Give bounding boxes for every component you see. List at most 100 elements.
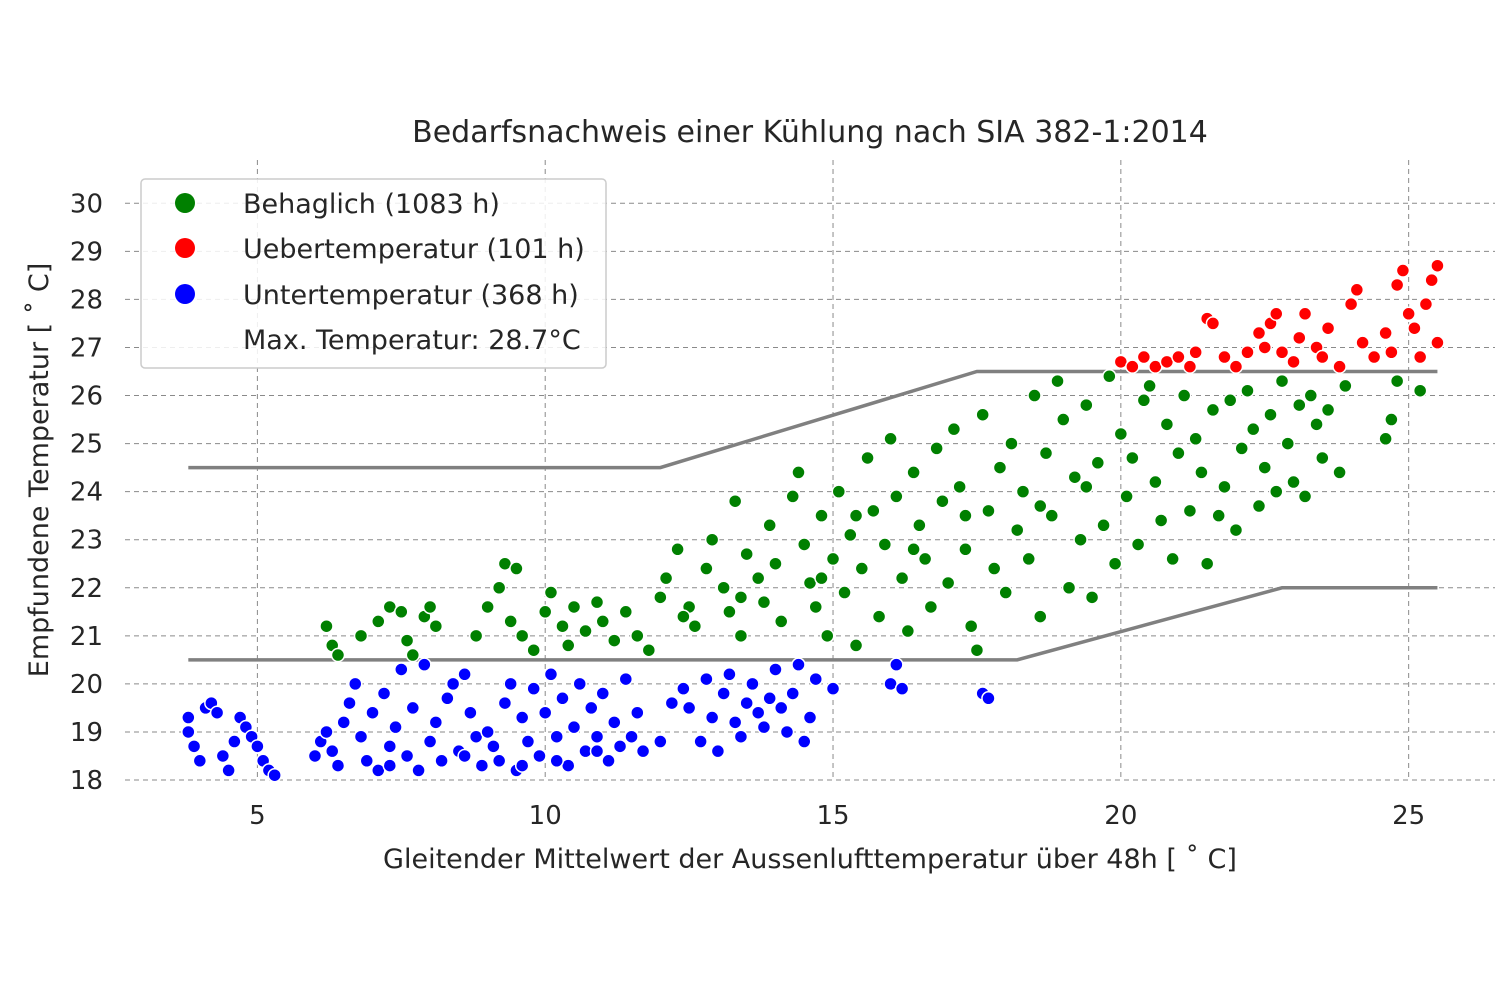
point-untertemperatur-19 <box>319 724 334 740</box>
point-behaglich-84 <box>986 561 1002 576</box>
point-behaglich-106 <box>1113 426 1129 442</box>
point-untertemperatur-97 <box>796 734 812 749</box>
point-behaglich-45 <box>756 594 772 610</box>
point-untertemperatur-74 <box>635 743 651 759</box>
point-behaglich-70 <box>906 465 921 480</box>
point-behaglich-90 <box>1021 551 1036 567</box>
point-untertemperatur-69 <box>607 715 622 730</box>
point-untertemperatur-49 <box>491 753 507 769</box>
point-behaglich-46 <box>762 518 777 533</box>
point-behaglich-76 <box>940 575 956 591</box>
point-untertemperatur-35 <box>411 763 426 778</box>
point-untertemperatur-34 <box>405 700 421 716</box>
data-points <box>181 258 1445 783</box>
point-untertemperatur-80 <box>699 671 714 687</box>
point-untertemperatur-107 <box>549 753 564 769</box>
point-uebertemperatur-34 <box>1407 320 1422 336</box>
point-uebertemperatur-26 <box>1349 282 1365 298</box>
point-behaglich-139 <box>1303 388 1319 403</box>
point-behaglich-49 <box>785 489 800 504</box>
point-behaglich-99 <box>1073 532 1088 547</box>
point-uebertemperatur-31 <box>1389 277 1405 293</box>
point-untertemperatur-66 <box>589 729 605 744</box>
point-behaglich-89 <box>1015 484 1031 499</box>
point-behaglich-58 <box>837 585 852 600</box>
legend: Behaglich (1083 h) Uebertemperatur (101 … <box>140 178 607 369</box>
point-behaglich-42 <box>733 628 749 644</box>
point-untertemperatur-79 <box>693 734 708 749</box>
point-behaglich-86 <box>998 585 1013 600</box>
point-behaglich-146 <box>1384 412 1399 427</box>
point-untertemperatur-56 <box>532 748 547 764</box>
point-uebertemperatur-36 <box>1418 296 1434 312</box>
point-behaglich-123 <box>1211 508 1226 523</box>
point-untertemperatur-33 <box>399 748 415 764</box>
point-untertemperatur-13 <box>250 739 265 754</box>
point-untertemperatur-31 <box>388 719 403 735</box>
point-behaglich-59 <box>843 527 858 543</box>
point-behaglich-150 <box>848 508 864 523</box>
point-untertemperatur-50 <box>497 695 513 711</box>
point-behaglich-21 <box>543 585 559 600</box>
point-uebertemperatur-11 <box>1228 359 1244 374</box>
x-tick-4: 25 <box>1392 801 1425 831</box>
point-behaglich-87 <box>1004 436 1019 451</box>
point-uebertemperatur-25 <box>1343 296 1359 312</box>
point-untertemperatur-103 <box>894 681 910 696</box>
point-behaglich-82 <box>975 407 990 422</box>
point-behaglich-85 <box>992 460 1008 475</box>
point-behaglich-132 <box>1263 407 1278 422</box>
point-untertemperatur-82 <box>710 743 726 759</box>
point-untertemperatur-0 <box>181 710 196 725</box>
legend-marker-uebertemperatur <box>175 238 195 258</box>
point-behaglich-118 <box>1182 503 1198 519</box>
point-untertemperatur-40 <box>440 691 455 706</box>
point-behaglich-113 <box>1153 513 1169 528</box>
point-uebertemperatur-28 <box>1366 349 1382 365</box>
point-untertemperatur-29 <box>376 686 392 701</box>
point-untertemperatur-8 <box>221 763 236 778</box>
point-untertemperatur-75 <box>653 734 668 749</box>
point-behaglich-137 <box>1292 397 1307 413</box>
point-uebertemperatur-24 <box>1332 359 1347 374</box>
point-behaglich-121 <box>1199 556 1215 571</box>
point-behaglich-94 <box>1044 508 1060 523</box>
point-behaglich-147 <box>1389 373 1405 389</box>
point-untertemperatur-37 <box>422 734 438 749</box>
point-uebertemperatur-39 <box>1430 335 1445 350</box>
point-uebertemperatur-19 <box>1292 330 1307 346</box>
point-behaglich-77 <box>946 421 962 437</box>
point-behaglich-126 <box>1228 522 1244 538</box>
point-uebertemperatur-13 <box>1251 325 1267 341</box>
point-behaglich-102 <box>1090 455 1106 471</box>
point-uebertemperatur-12 <box>1240 344 1255 360</box>
x-tick-0: 5 <box>249 801 266 831</box>
point-behaglich-8 <box>405 647 421 663</box>
point-behaglich-34 <box>670 542 685 557</box>
point-untertemperatur-57 <box>537 705 553 720</box>
point-untertemperatur-108 <box>589 743 605 759</box>
point-untertemperatur-26 <box>359 753 375 769</box>
point-untertemperatur-3 <box>192 753 208 769</box>
point-behaglich-51 <box>796 537 812 552</box>
x-tick-2: 15 <box>816 801 849 831</box>
point-behaglich-117 <box>1176 388 1192 403</box>
point-behaglich-71 <box>912 518 927 533</box>
point-behaglich-83 <box>981 503 996 519</box>
point-behaglich-101 <box>1084 590 1100 605</box>
point-uebertemperatur-23 <box>1320 320 1336 336</box>
point-behaglich-69 <box>900 623 916 639</box>
point-untertemperatur-17 <box>307 748 323 764</box>
point-behaglich-143 <box>1332 465 1347 480</box>
point-behaglich-125 <box>1222 393 1238 408</box>
point-untertemperatur-41 <box>445 676 461 692</box>
point-behaglich-44 <box>750 570 766 586</box>
point-untertemperatur-60 <box>555 691 570 706</box>
point-uebertemperatur-5 <box>1171 349 1186 365</box>
point-untertemperatur-92 <box>768 662 783 677</box>
point-untertemperatur-77 <box>676 681 691 696</box>
point-behaglich-38 <box>704 532 720 547</box>
point-behaglich-31 <box>641 642 657 658</box>
point-uebertemperatur-16 <box>1269 306 1284 322</box>
point-behaglich-64 <box>871 609 887 624</box>
